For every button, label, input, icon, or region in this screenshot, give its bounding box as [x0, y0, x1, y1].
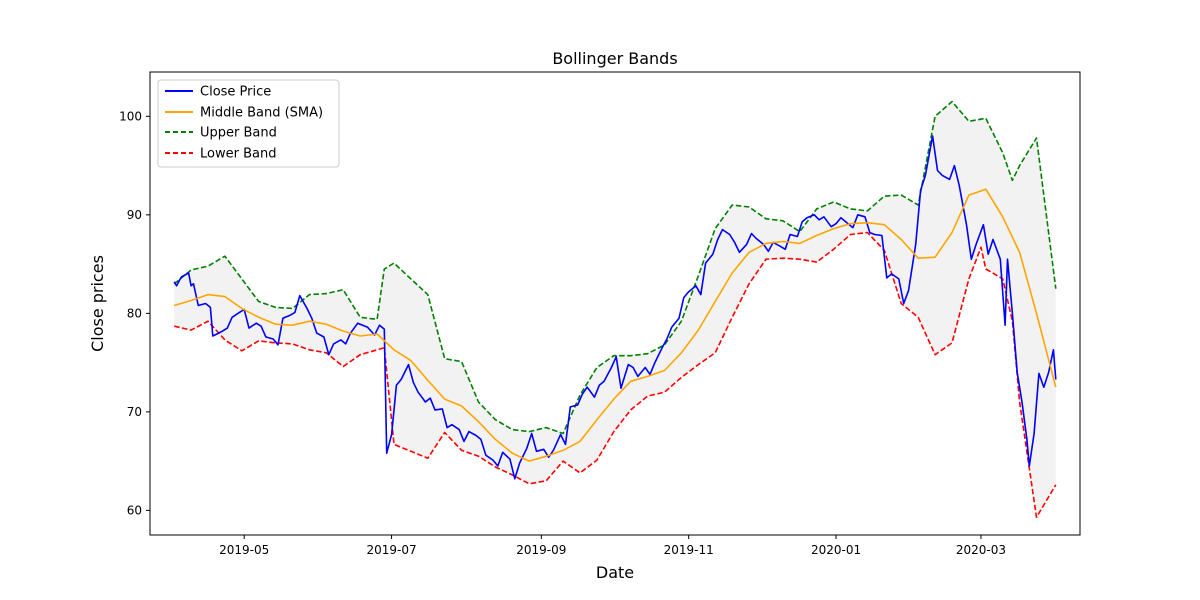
series-layer	[173, 100, 1057, 519]
y-tick-label-60: 60	[127, 503, 142, 517]
x-axis: 2019-05 2019-07 2019-09 2019-11 2020-01 2020-…	[219, 535, 1006, 557]
band-fill	[174, 101, 1056, 518]
x-tick-label-2020-01: 2020-01	[811, 543, 861, 557]
band-fill-layer	[174, 101, 1056, 518]
x-tick-label-2019-09: 2019-09	[516, 543, 566, 557]
x-tick-label-2019-11: 2019-11	[664, 543, 714, 557]
x-axis-label: Date	[596, 563, 634, 582]
x-tick-label-2019-05: 2019-05	[219, 543, 269, 557]
series-line-lower-band	[174, 231, 1057, 519]
series-line-upper-band	[173, 100, 1057, 435]
plot-frame	[149, 71, 1081, 536]
series-line-middle-band-sma	[173, 188, 1057, 462]
legend-label-middle-band: Middle Band (SMA)	[200, 106, 323, 121]
legend-label-close-price: Close Price	[200, 85, 271, 100]
x-tick-label-2020-03: 2020-03	[956, 543, 1006, 557]
legend-box	[157, 79, 340, 168]
y-tick-label-100: 100	[119, 109, 142, 123]
x-tick-label-2019-07: 2019-07	[366, 543, 416, 557]
y-axis-label: Close prices	[88, 255, 107, 352]
y-tick-label-80: 80	[127, 306, 142, 320]
y-axis: 60 70 80 90 100	[119, 109, 150, 517]
y-tick-label-90: 90	[127, 208, 142, 222]
legend-label-lower-band: Lower Band	[200, 147, 276, 162]
series-line-close-price	[173, 135, 1057, 480]
legend-label-upper-band: Upper Band	[200, 126, 277, 141]
legend: Close Price Middle Band (SMA) Upper Band…	[157, 79, 340, 168]
chart-title: Bollinger Bands	[552, 49, 677, 68]
y-tick-label-70: 70	[127, 405, 142, 419]
